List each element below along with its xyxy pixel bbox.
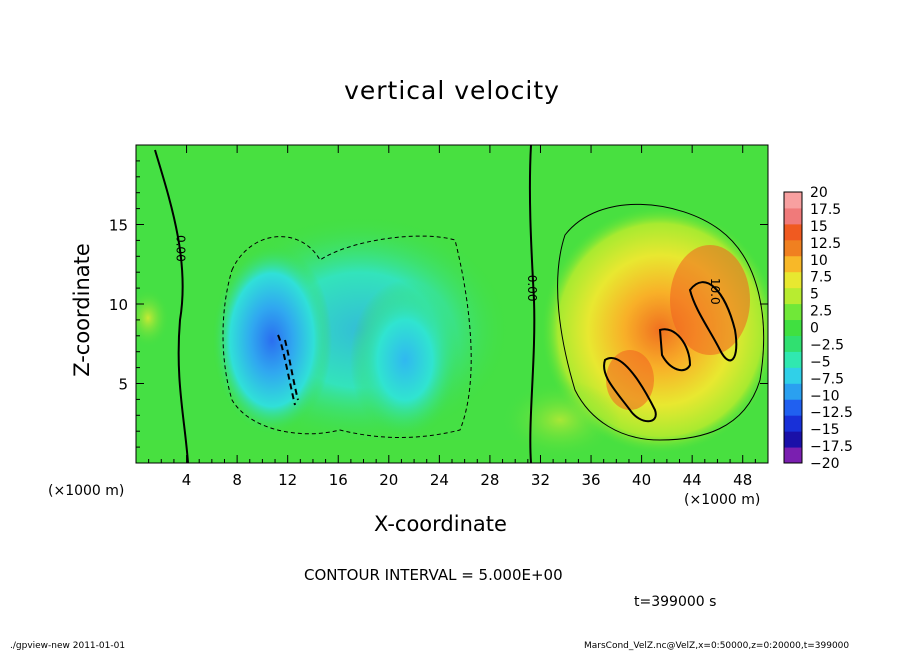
x-tick-label: 24 [430, 471, 449, 489]
colorbar-swatch [784, 271, 802, 289]
x-axis-ticks: 4 8 12 16 20 24 28 32 36 40 44 48 [148, 145, 756, 489]
heatmap-field [136, 145, 768, 463]
colorbar-swatch [784, 383, 802, 400]
x-tick-label: 36 [581, 471, 600, 489]
y-unit-label: (×1000 m) [48, 483, 125, 499]
colorbar-label: −12.5 [810, 405, 853, 421]
time-text: t=399000 s [634, 594, 717, 610]
x-tick-label: 40 [632, 471, 651, 489]
x-tick-label: 48 [733, 471, 752, 489]
x-tick-label: 8 [232, 471, 242, 489]
colorbar-swatch [784, 239, 802, 257]
x-axis-label-wrap: X-coordinate [0, 512, 904, 542]
chart-title: vertical velocity [344, 76, 560, 105]
colorbar-label: −20 [810, 456, 840, 472]
colorbar-swatch [784, 367, 802, 384]
colorbar-swatch [784, 351, 802, 368]
x-tick-label: 28 [480, 471, 499, 489]
colorbar-label: −2.5 [810, 337, 844, 353]
colorbar-swatch [784, 415, 802, 432]
x-unit-label: (×1000 m) [684, 492, 761, 508]
colorbar-swatch [784, 335, 802, 352]
colorbar-swatch [784, 207, 802, 225]
colorbar-swatch [784, 223, 802, 241]
colorbar-swatch [784, 303, 802, 321]
colorbar-label: 20 [810, 185, 828, 201]
y-tick-label: 15 [109, 217, 128, 235]
colorbar-label: −15 [810, 422, 840, 438]
y-axis-ticks: 5 10 15 [109, 160, 768, 448]
y-tick-label: 10 [109, 296, 128, 314]
x-tick-label: 16 [329, 471, 348, 489]
colorbar-label: −17.5 [810, 439, 853, 455]
colorbar-label: 12.5 [810, 236, 841, 252]
colorbar-swatch [784, 255, 802, 273]
contour-label: 10.0 [708, 278, 722, 305]
colorbar-label: 10 [810, 253, 828, 269]
colorbar: 2017.51512.5107.552.50−2.5−5−7.5−10−12.5… [783, 185, 853, 472]
colorbar-label: −7.5 [810, 371, 844, 387]
contour-label: 0.00 [173, 235, 187, 262]
x-axis-label: X-coordinate [374, 512, 507, 536]
colorbar-label: −5 [810, 354, 831, 370]
x-tick-label: 44 [683, 471, 702, 489]
y-tick-label: 5 [118, 376, 128, 394]
colorbar-label: 7.5 [810, 270, 832, 286]
colorbar-swatch [784, 447, 802, 464]
colorbar-label: 5 [810, 287, 819, 303]
colorbar-label: 2.5 [810, 304, 832, 320]
colorbar-swatch [784, 319, 802, 336]
contour-labels: 0.00 0.00 10.0 [173, 235, 722, 305]
footer-right: MarsCond_VelZ.nc@VelZ,x=0:50000,z=0:2000… [584, 641, 850, 651]
contour-lines [154, 145, 765, 463]
contour-interval-text: CONTOUR INTERVAL = 5.000E+00 [304, 566, 563, 584]
x-tick-label: 12 [278, 471, 297, 489]
y-axis-label: Z-coordinate [70, 243, 94, 377]
colorbar-swatch [784, 192, 802, 209]
colorbar-label: 17.5 [810, 202, 841, 218]
colorbar-swatch [784, 399, 802, 416]
colorbar-frame [783, 191, 803, 464]
colorbar-label: 15 [810, 219, 828, 235]
colorbar-label: 0 [810, 321, 819, 337]
colorbar-swatch [784, 431, 802, 448]
x-tick-label: 4 [182, 471, 192, 489]
colorbar-swatch [784, 287, 802, 305]
colorbar-label: −10 [810, 388, 840, 404]
x-tick-label: 20 [379, 471, 398, 489]
x-tick-label: 32 [531, 471, 550, 489]
contour-label: 0.00 [525, 275, 539, 302]
footer-left: ./gpview-new 2011-01-01 [10, 641, 126, 651]
